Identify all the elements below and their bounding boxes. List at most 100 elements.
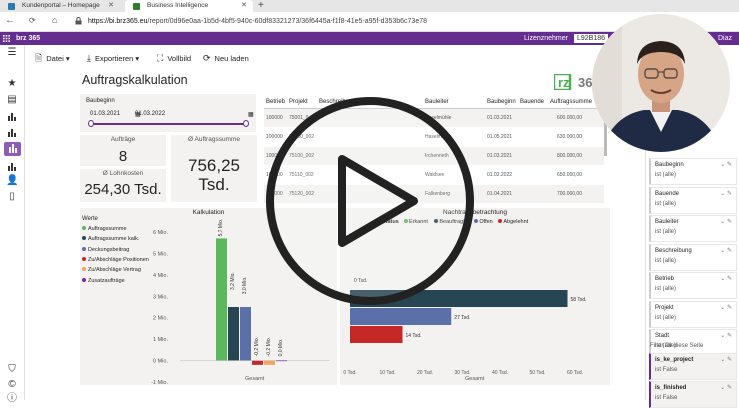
filter-expand-icon[interactable]: ⌄ ✎	[720, 304, 732, 311]
close-tab-icon[interactable]: ✕	[108, 2, 114, 9]
shield-icon[interactable]: ⛉	[8, 364, 16, 375]
refresh-icon[interactable]: ⟳	[29, 16, 36, 25]
legend-item[interactable]: Abgelehnt	[498, 219, 528, 225]
filter-card[interactable]: Stadt ist (alle) ⌄ ✎	[649, 329, 737, 356]
file-menu-button[interactable]: 🗎 Datei ▾	[35, 53, 70, 63]
y-tick-label: -1 Mio.	[151, 380, 168, 385]
filter-value: ist (alle)	[655, 314, 677, 321]
legend-item[interactable]: Erkannt	[404, 219, 428, 225]
filter-card[interactable]: Baubeginn ist (alle) ⌄ ✎	[649, 158, 737, 185]
legend-item[interactable]: Offen	[474, 219, 493, 225]
table-cell: 700.000,00	[556, 191, 582, 197]
license-code[interactable]: L92B186	[574, 34, 609, 43]
legend-label: Zu/Abschläge Positionen	[88, 256, 149, 263]
kpi-orders: Aufträge 8	[80, 135, 166, 166]
star-icon[interactable]: ★	[7, 78, 17, 89]
filter-expand-icon[interactable]: ⌄ ✎	[720, 333, 732, 339]
browser-tab-bi[interactable]: Business Intelligence ✕	[125, 0, 253, 12]
bar-abgelehnt[interactable]	[350, 326, 403, 343]
bar-deckungsbeitrag[interactable]	[240, 307, 251, 361]
report-icon[interactable]: ▤	[7, 94, 17, 105]
column-header[interactable]: Auftragssumme	[550, 99, 593, 105]
legend-item[interactable]: Beauftragt	[434, 219, 465, 225]
bar-zu-abschl-ge-positionen[interactable]	[252, 360, 263, 365]
filter-card[interactable]: Bauleiter ist (alle) ⌄ ✎	[649, 215, 737, 242]
filter-expand-icon[interactable]: ⌄ ✎	[720, 247, 732, 254]
table-row[interactable]: 100000 75100_002 Haselmühle 01.05.2021 630.0…	[264, 128, 604, 146]
table-row[interactable]: 100000 75120_002 Falkenberg 01.04.2021 700.0…	[264, 185, 604, 203]
column-header[interactable]: Bauleiter	[425, 99, 449, 105]
legend-label: Abgelehnt	[503, 219, 529, 225]
filter-expand-icon[interactable]: ⌄ ✎	[720, 190, 732, 197]
filter-value: ist (alle)	[655, 229, 677, 235]
filter-expand-icon[interactable]: ⌄ ✎	[720, 276, 732, 282]
filter-expand-icon[interactable]: ⌄ ✎	[720, 219, 732, 225]
bar-auftragssumme[interactable]	[216, 238, 227, 361]
export-menu-button[interactable]: ⤓ Exportieren ▾	[87, 53, 140, 63]
y-tick-label: 1 Mio.	[153, 337, 168, 343]
filter-card[interactable]: Beschreibung ist (alle) ⌄ ✎	[649, 243, 737, 271]
legend-item[interactable]: Zu/Abschläge Positionen	[82, 256, 149, 263]
column-header[interactable]: Beschreibung	[319, 99, 356, 105]
app-launcher-icon[interactable]	[3, 35, 10, 42]
filter-expand-icon[interactable]: ⌄ ✎	[720, 357, 732, 363]
filter-card[interactable]: Betrieb ist (alle) ⌄ ✎	[649, 272, 737, 299]
column-header[interactable]: Bauende	[520, 99, 545, 105]
bar-chart-icon[interactable]	[6, 160, 18, 172]
legend-item[interactable]: Deckungsbeitrag	[82, 246, 130, 253]
calendar-icon[interactable]: ▦	[135, 112, 141, 118]
legend-label: Zu/Abschläge Vertrag	[88, 267, 141, 274]
bar-offen[interactable]	[350, 308, 452, 325]
download-icon: ⤓	[87, 53, 91, 63]
column-header[interactable]: Baubeginn	[487, 99, 516, 105]
page-filter-card[interactable]: is_ke_project ist False ⌄ ✎	[649, 353, 737, 380]
filter-expand-icon[interactable]: ⌄ ✎	[720, 162, 732, 168]
date-to[interactable]: 01.03.2022	[135, 111, 166, 117]
calendar-icon[interactable]: ▦	[248, 112, 254, 118]
slicer-handle-start[interactable]	[88, 120, 94, 127]
y-tick-label: 3 Mio.	[153, 294, 168, 300]
legend-item[interactable]: Auftragssumme	[82, 226, 127, 232]
play-video-button[interactable]	[264, 95, 476, 307]
date-range-slicer[interactable]: Baubeginn 01.03.2021 ▦ 01.03.2022 ▦	[80, 94, 256, 132]
bar-chart-icon[interactable]	[6, 126, 18, 138]
back-icon[interactable]: ←	[5, 15, 15, 26]
reload-button[interactable]: ⟳ Neu laden	[203, 53, 249, 63]
date-from[interactable]: 01.03.2021	[90, 111, 121, 117]
legend-item[interactable]: Zu/Abschläge Vertrag	[82, 267, 141, 273]
filter-card[interactable]: Bauende ist (alle) ⌄ ✎	[649, 186, 737, 214]
nav-item-active[interactable]	[4, 142, 21, 156]
legend-label: Auftragssumme kalk.	[88, 236, 140, 243]
bar-chart-icon[interactable]	[6, 110, 18, 122]
bar-auftragssumme-kalk-[interactable]	[228, 307, 239, 361]
user-icon[interactable]: 👤	[6, 175, 19, 186]
info-icon[interactable]: ⓘ	[7, 393, 17, 404]
browser-tab-homepage[interactable]: Kundenportal – Homepage ✕	[0, 0, 120, 12]
filter-card[interactable]: Projekt ist (alle) ⌄ ✎	[649, 300, 737, 328]
column-header[interactable]: Betrieb	[266, 99, 286, 105]
table-scrollbar[interactable]	[604, 108, 607, 156]
table-cell: 75110_002	[289, 172, 314, 178]
kpi-value-unit: Tsd.	[198, 175, 230, 194]
tab-label: Kundenportal – Homepage	[22, 2, 100, 9]
app-logo[interactable]: brz 365	[16, 35, 41, 42]
slicer-handle-end[interactable]	[243, 120, 249, 127]
close-tab-icon[interactable]: ✕	[241, 2, 247, 9]
page-filter-card[interactable]: is_finished ist False ⌄ ✎	[649, 381, 737, 408]
legend-item[interactable]: Zusatzaufträge	[82, 277, 125, 284]
copyright-icon[interactable]: ©	[8, 379, 16, 390]
table-cell: 100000	[266, 153, 283, 159]
document-icon[interactable]: ▯	[9, 191, 15, 202]
menu-icon[interactable]: ☰	[7, 47, 17, 58]
legend-label: Deckungsbeitrag	[88, 246, 130, 253]
user-name[interactable]: Diaz	[718, 35, 733, 42]
column-header[interactable]: Projekt	[289, 99, 308, 105]
filter-expand-icon[interactable]: ⌄ ✎	[720, 385, 732, 391]
bar-zu-abschl-ge-vertrag[interactable]	[264, 360, 275, 365]
new-tab-icon[interactable]: +	[258, 0, 264, 11]
legend-item[interactable]: Auftragssumme kalk.	[82, 236, 139, 242]
url-field[interactable]: https://bi.brz365.eu/report/0d96e0aa-1b5…	[88, 18, 427, 25]
table-row[interactable]: 100000 75001_0 Haselmühle 01.03.2021 600.000…	[264, 109, 604, 127]
home-icon[interactable]: ⌂	[52, 15, 58, 25]
fullscreen-button[interactable]: ⛶ Vollbild	[157, 53, 192, 63]
